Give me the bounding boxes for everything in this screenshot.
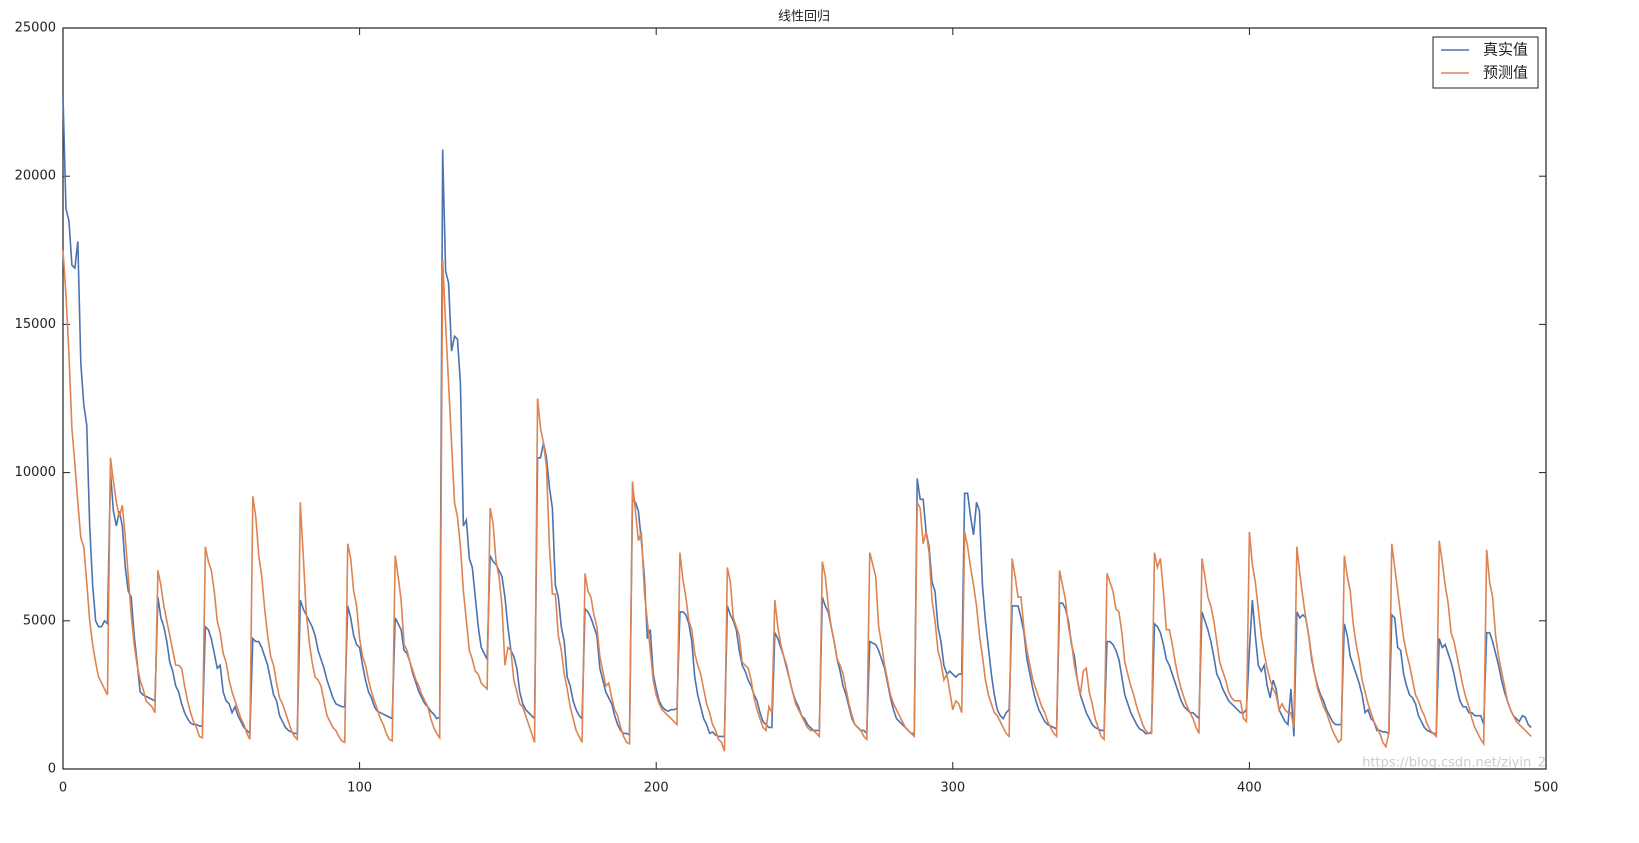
y-tick-label: 5000 <box>23 613 56 628</box>
legend-label: 真实值 <box>1483 41 1528 59</box>
legend-box <box>1432 36 1539 89</box>
watermark: https://blog.csdn.net/ziyin_2 <box>1362 756 1546 771</box>
x-tick-label: 400 <box>1237 781 1262 796</box>
y-tick-label: 10000 <box>15 465 56 480</box>
x-tick-label: 0 <box>59 781 67 796</box>
series-line <box>62 96 1532 738</box>
plot-frame <box>62 27 1547 770</box>
chart-title: 线性回归 <box>778 10 830 25</box>
x-tick-label: 300 <box>940 781 965 796</box>
x-tick-label: 200 <box>644 781 669 796</box>
y-tick-label: 15000 <box>15 317 56 332</box>
legend-label: 预测值 <box>1483 64 1528 82</box>
y-tick-label: 25000 <box>15 21 56 36</box>
x-tick-label: 500 <box>1534 781 1559 796</box>
x-tick-label: 100 <box>347 781 372 796</box>
series-line <box>62 250 1532 752</box>
y-tick-label: 20000 <box>15 169 56 184</box>
y-tick-label: 0 <box>48 762 56 777</box>
